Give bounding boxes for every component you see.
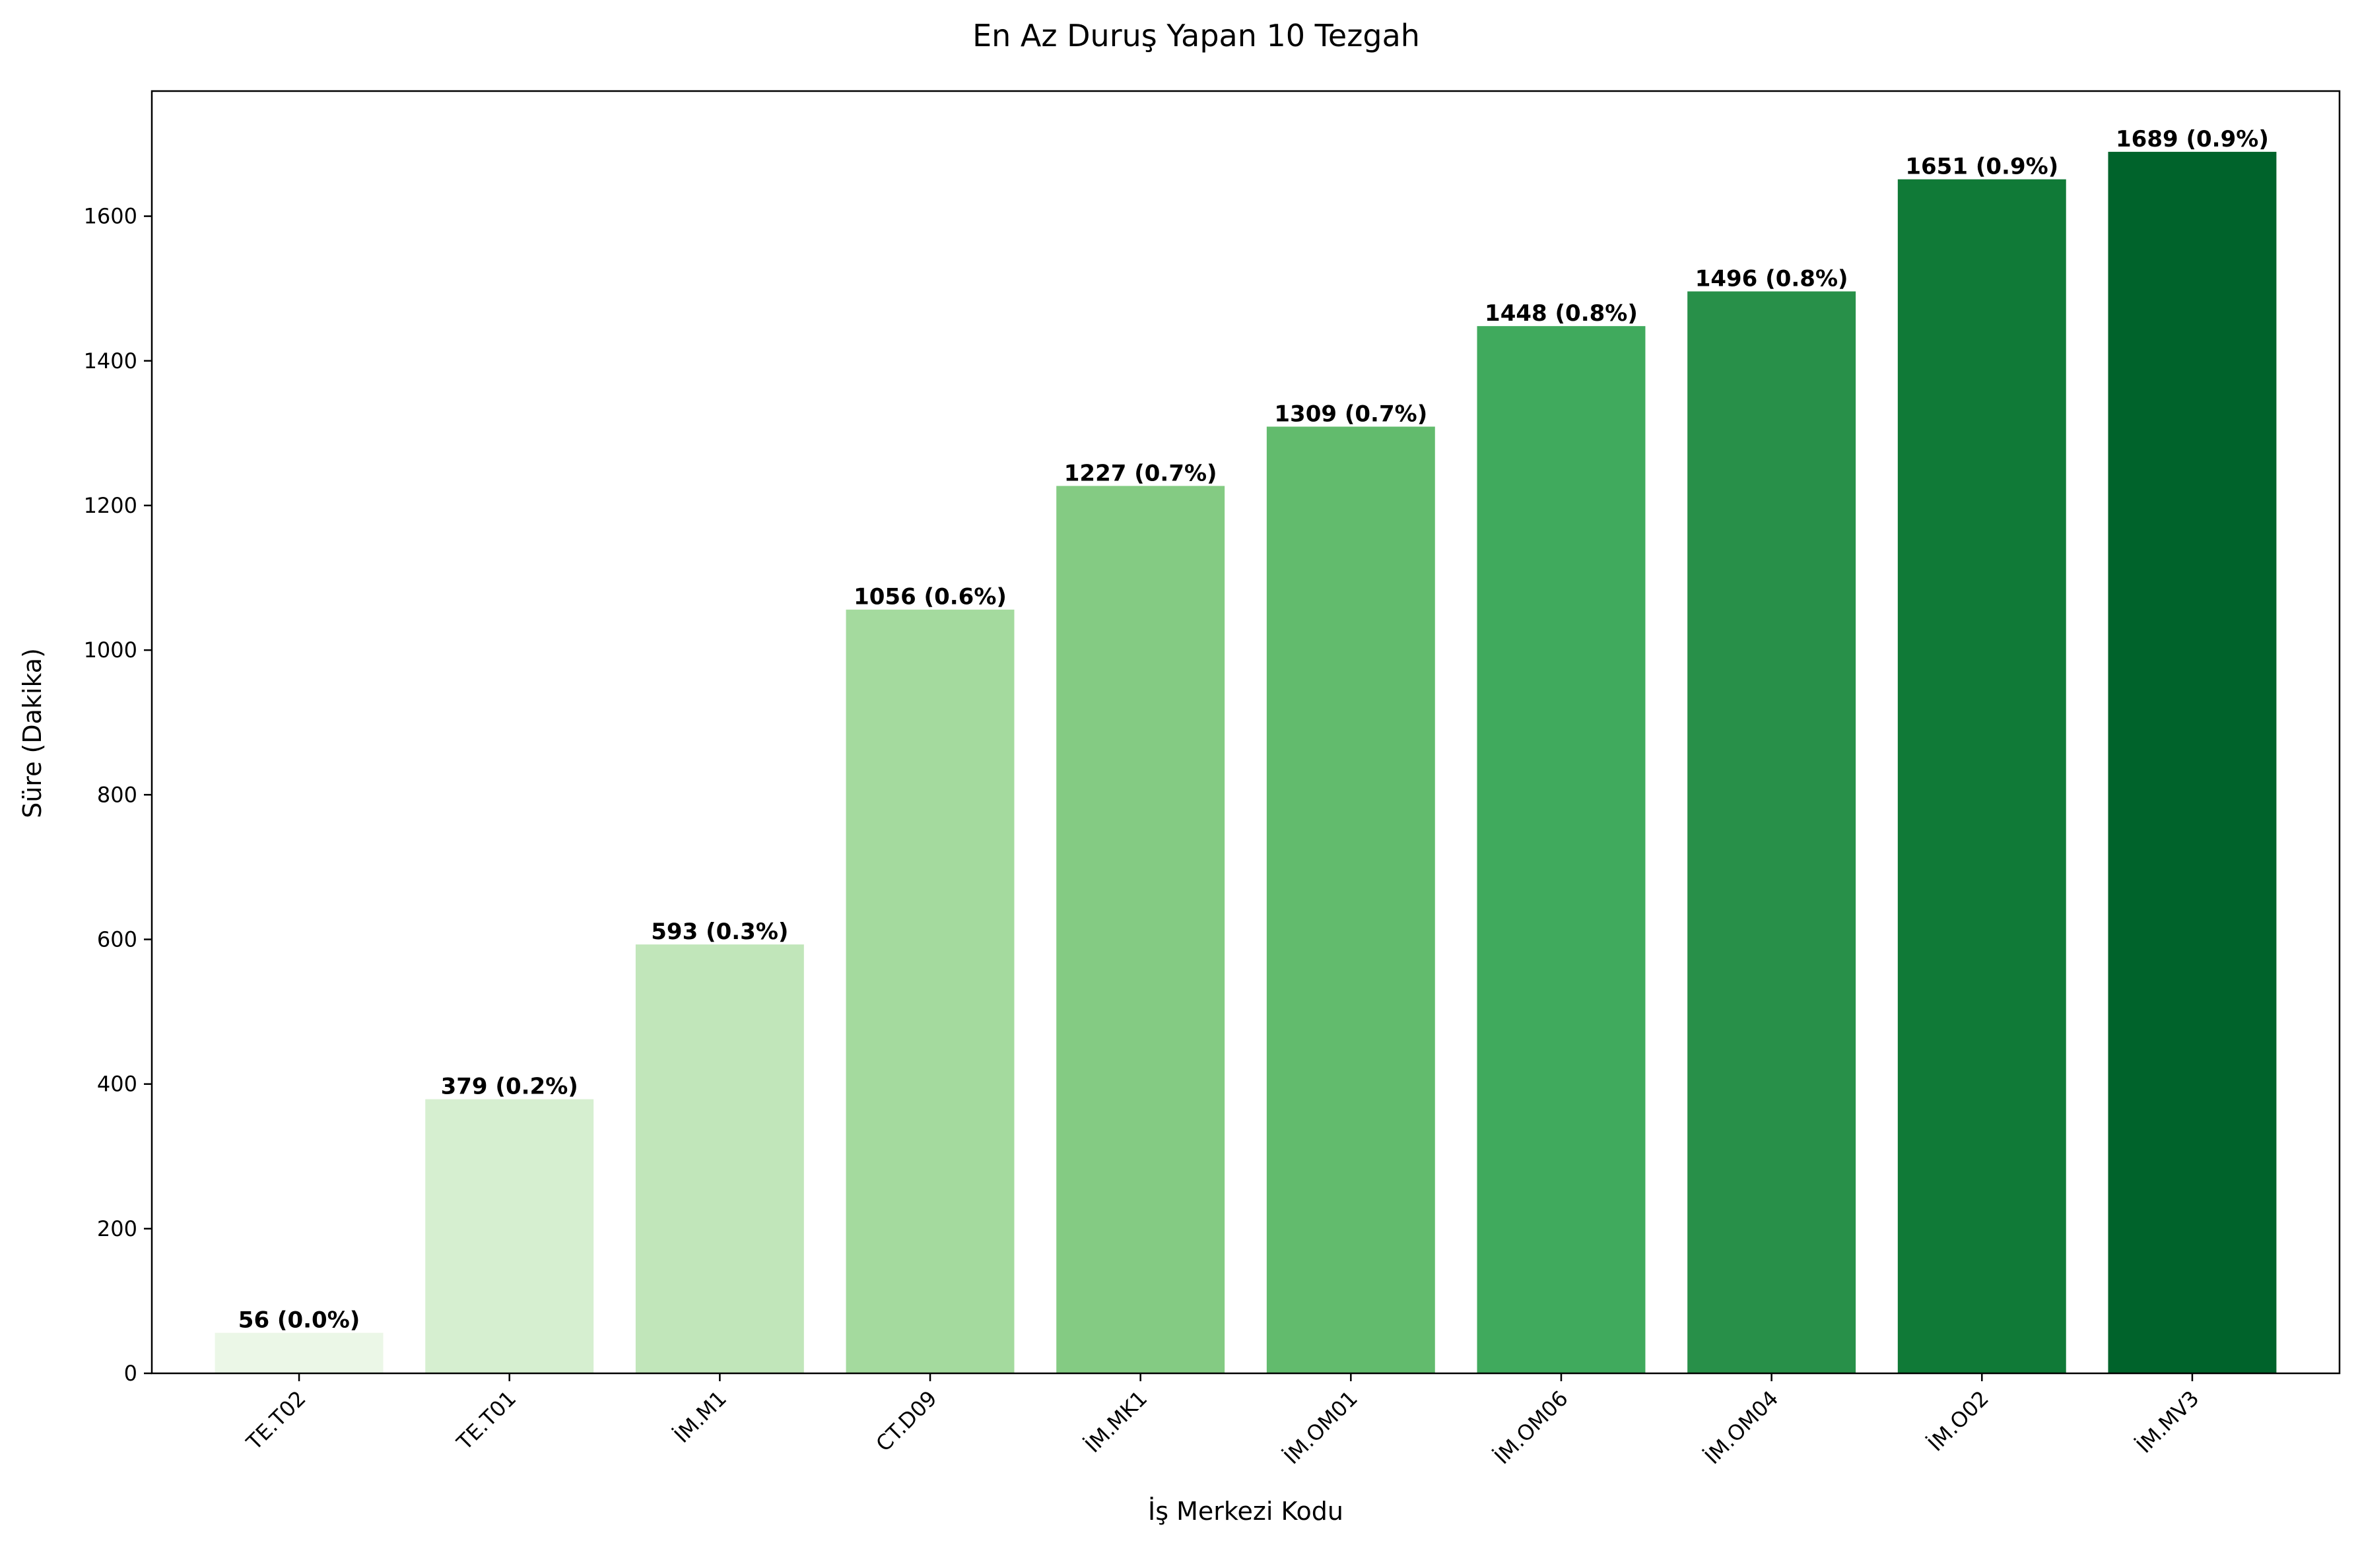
bar-TE.T01 (425, 1099, 594, 1373)
bar-value-label: 1309 (0.7%) (1274, 401, 1427, 427)
bar-İM.M1 (635, 944, 804, 1373)
bar-value-label: 379 (0.2%) (441, 1074, 578, 1100)
x-tick-label: İM.OM04 (1700, 1386, 1783, 1469)
y-tick-label: 1200 (84, 493, 137, 518)
bar-İM.O02 (1897, 179, 2066, 1373)
bar-İM.OM06 (1477, 326, 1646, 1373)
bar-value-label: 593 (0.3%) (651, 919, 788, 945)
y-axis: 0 200 400 600 800 1000 1200 1400 1600 (84, 204, 152, 1386)
x-tick-label: İM.OM06 (1489, 1386, 1572, 1469)
bar-value-label: 1689 (0.9%) (2116, 126, 2269, 152)
x-tick-label: İM.OM01 (1279, 1386, 1363, 1469)
y-tick-label: 1000 (84, 637, 137, 663)
bar-İM.OM04 (1687, 291, 1856, 1373)
y-tick-label: 800 (97, 782, 137, 807)
x-tick-label: İM.MV3 (2132, 1386, 2204, 1458)
bar-CT.D09 (846, 609, 1015, 1374)
bar-İM.MK1 (1056, 486, 1225, 1373)
bar-value-label: 1448 (0.8%) (1485, 300, 1638, 327)
x-tick-label: TE.T02 (241, 1386, 311, 1456)
y-tick-label: 0 (124, 1361, 137, 1386)
bar-value-label: 1651 (0.9%) (1905, 154, 2058, 180)
x-tick-label: TE.T01 (452, 1386, 522, 1456)
x-tick-label: İM.M1 (669, 1386, 731, 1448)
bar-İM.MV3 (2108, 152, 2277, 1373)
bar-value-label: 1227 (0.7%) (1064, 460, 1217, 486)
y-tick-label: 1600 (84, 204, 137, 229)
bar-value-label: 56 (0.0%) (238, 1307, 360, 1334)
x-tick-label: CT.D09 (871, 1386, 941, 1456)
bar-TE.T02 (215, 1332, 384, 1373)
chart-title: En Az Duruş Yapan 10 Tezgah (972, 18, 1420, 53)
bar-İM.OM01 (1266, 426, 1435, 1374)
plot-frame (151, 90, 2341, 1375)
x-axis-title: İş Merkezi Kodu (1148, 1497, 1343, 1526)
bars-layer (215, 152, 2277, 1374)
y-tick-label: 1400 (84, 348, 137, 374)
y-tick-label: 400 (97, 1072, 137, 1097)
y-axis-title: Süre (Dakika) (18, 648, 47, 818)
bar-value-labels: 56 (0.0%) 379 (0.2%) 593 (0.3%) 1056 (0.6%)… (238, 126, 2269, 1334)
y-tick-label: 600 (97, 927, 137, 952)
bar-value-label: 1056 (0.6%) (854, 584, 1007, 610)
x-tick-label: İM.O02 (1923, 1386, 1994, 1456)
x-axis: TE.T02 TE.T01 İM.M1 CT.D09 İM.MK1 İM.OM01 İM.O… (241, 1373, 2204, 1469)
x-tick-label: İM.MK1 (1080, 1386, 1152, 1458)
bar-value-label: 1496 (0.8%) (1695, 266, 1848, 292)
y-tick-label: 200 (97, 1216, 137, 1241)
